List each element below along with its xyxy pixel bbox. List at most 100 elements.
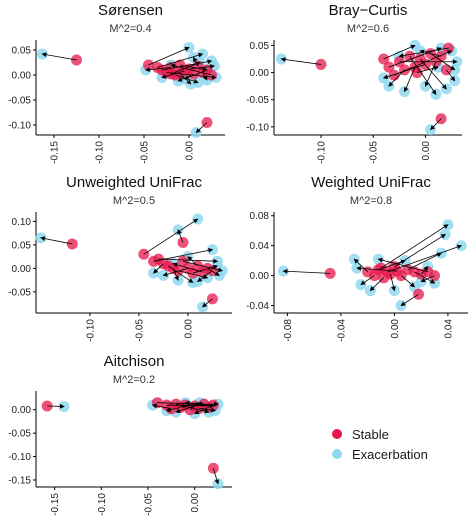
change-arrow [388,47,442,68]
change-arrow [420,275,435,283]
change-arrow [40,236,73,245]
panel-subtitle: M^2=0.6 [347,23,389,35]
panel-subtitle: M^2=0.2 [113,374,155,386]
change-arrow [388,69,405,87]
change-arrow [400,293,419,306]
y-tick-label: 0.00 [12,71,32,82]
change-arrow [424,61,437,87]
legend-label-stable: Stable [352,426,389,442]
change-arrow [380,224,449,269]
change-arrow [356,266,398,272]
panel-title: Unweighted UniFrac [66,174,202,191]
y-tick-label: -0.05 [246,95,269,106]
change-arrow [184,400,205,406]
y-tick-label: -0.10 [246,122,269,133]
change-arrow [162,267,189,277]
change-arrow [353,258,368,273]
x-tick-label: -0.10 [85,319,96,342]
change-arrow [197,270,213,282]
change-arrow [403,66,416,93]
x-tick-label: -0.15 [50,141,61,164]
change-arrow [430,53,456,71]
y-tick-label: 0.00 [12,264,32,275]
change-arrow [183,69,208,80]
change-arrow [145,67,172,72]
change-arrow [41,52,77,61]
panel-title: Sørensen [98,2,163,19]
change-arrow [369,277,384,292]
change-arrow [201,298,213,308]
change-arrow [172,268,179,281]
panel-subtitle: M^2=0.8 [350,195,392,207]
change-arrow [398,47,449,58]
panel-2: Bray−Curtis M^2=0.6 0.05 0.00 -0.05 -0.10 -0.1… [246,2,463,164]
y-tick-label: -0.10 [8,452,31,463]
change-arrow [202,72,208,81]
change-arrow [178,270,209,280]
y-tick-label: 0.00 [12,405,32,416]
change-arrow [390,274,396,292]
change-arrow [416,65,439,73]
x-tick-label: -0.10 [97,493,108,516]
legend: Stable Exacerbation [328,424,428,464]
x-tick-label: -0.05 [144,493,155,516]
x-tick-label: 0.04 [443,319,454,339]
x-tick-label: 0.00 [185,141,196,161]
panel-4: Weighted UniFrac M^2=0.8 0.08 0.04 0.00 -0.04… [246,174,468,342]
change-arrow [148,46,190,66]
change-arrow [407,252,442,270]
x-tick-label: -0.05 [134,319,145,342]
x-tick-label: -0.05 [369,141,380,164]
y-tick-label: 0.05 [12,46,32,57]
panel-title: Bray−Curtis [329,2,408,19]
change-arrow [187,256,198,267]
change-arrow [420,266,429,275]
y-tick-label: -0.05 [8,429,31,440]
panel-subtitle: M^2=0.4 [109,23,151,35]
y-tick-label: 0.00 [250,68,270,79]
change-arrow [153,263,164,274]
change-arrow [212,468,220,485]
change-arrow [419,58,447,90]
legend-dot-exacerbation [332,449,342,459]
change-arrow [143,218,199,255]
change-arrow [383,44,416,60]
change-arrow [185,401,219,407]
change-arrow [157,52,204,68]
change-arrow [179,403,214,409]
y-tick-label: -0.04 [246,301,269,312]
change-arrow [207,268,220,276]
change-arrow [387,244,463,273]
y-tick-label: -0.05 [8,96,31,107]
panel-title: Weighted UniFrac [311,174,431,191]
change-arrow [377,257,428,273]
x-tick-label: -0.04 [336,319,347,342]
change-arrow [280,57,322,65]
y-tick-label: 0.05 [250,41,270,52]
x-tick-label: 0.00 [190,493,201,513]
change-arrow [409,56,437,95]
y-tick-label: 0.00 [250,271,270,282]
panel-title: Aitchison [104,353,165,370]
y-tick-label: -0.10 [8,121,31,132]
legend-dot-stable [332,429,342,439]
panel-5: Aitchison M^2=0.2 0.00 -0.05 -0.10 -0.15 -0.15… [8,353,232,516]
change-arrow [430,118,442,131]
change-arrow [446,69,456,82]
panel-1: Sørensen M^2=0.4 0.05 0.00 -0.05 -0.10 -0.15 -0… [8,2,225,164]
y-tick-label: 0.08 [250,211,270,222]
change-arrow [179,64,208,72]
change-arrow [177,229,184,243]
change-arrow [195,122,208,134]
x-tick-label: -0.15 [50,493,61,516]
change-arrow [419,49,442,57]
change-arrow [193,407,209,415]
x-tick-label: 0.00 [390,319,401,339]
y-tick-label: 0.05 [12,240,32,251]
change-arrow [172,262,203,273]
change-arrow [282,268,331,274]
panel-subtitle: M^2=0.5 [113,195,155,207]
change-arrow [161,70,185,79]
change-arrow [170,63,212,76]
